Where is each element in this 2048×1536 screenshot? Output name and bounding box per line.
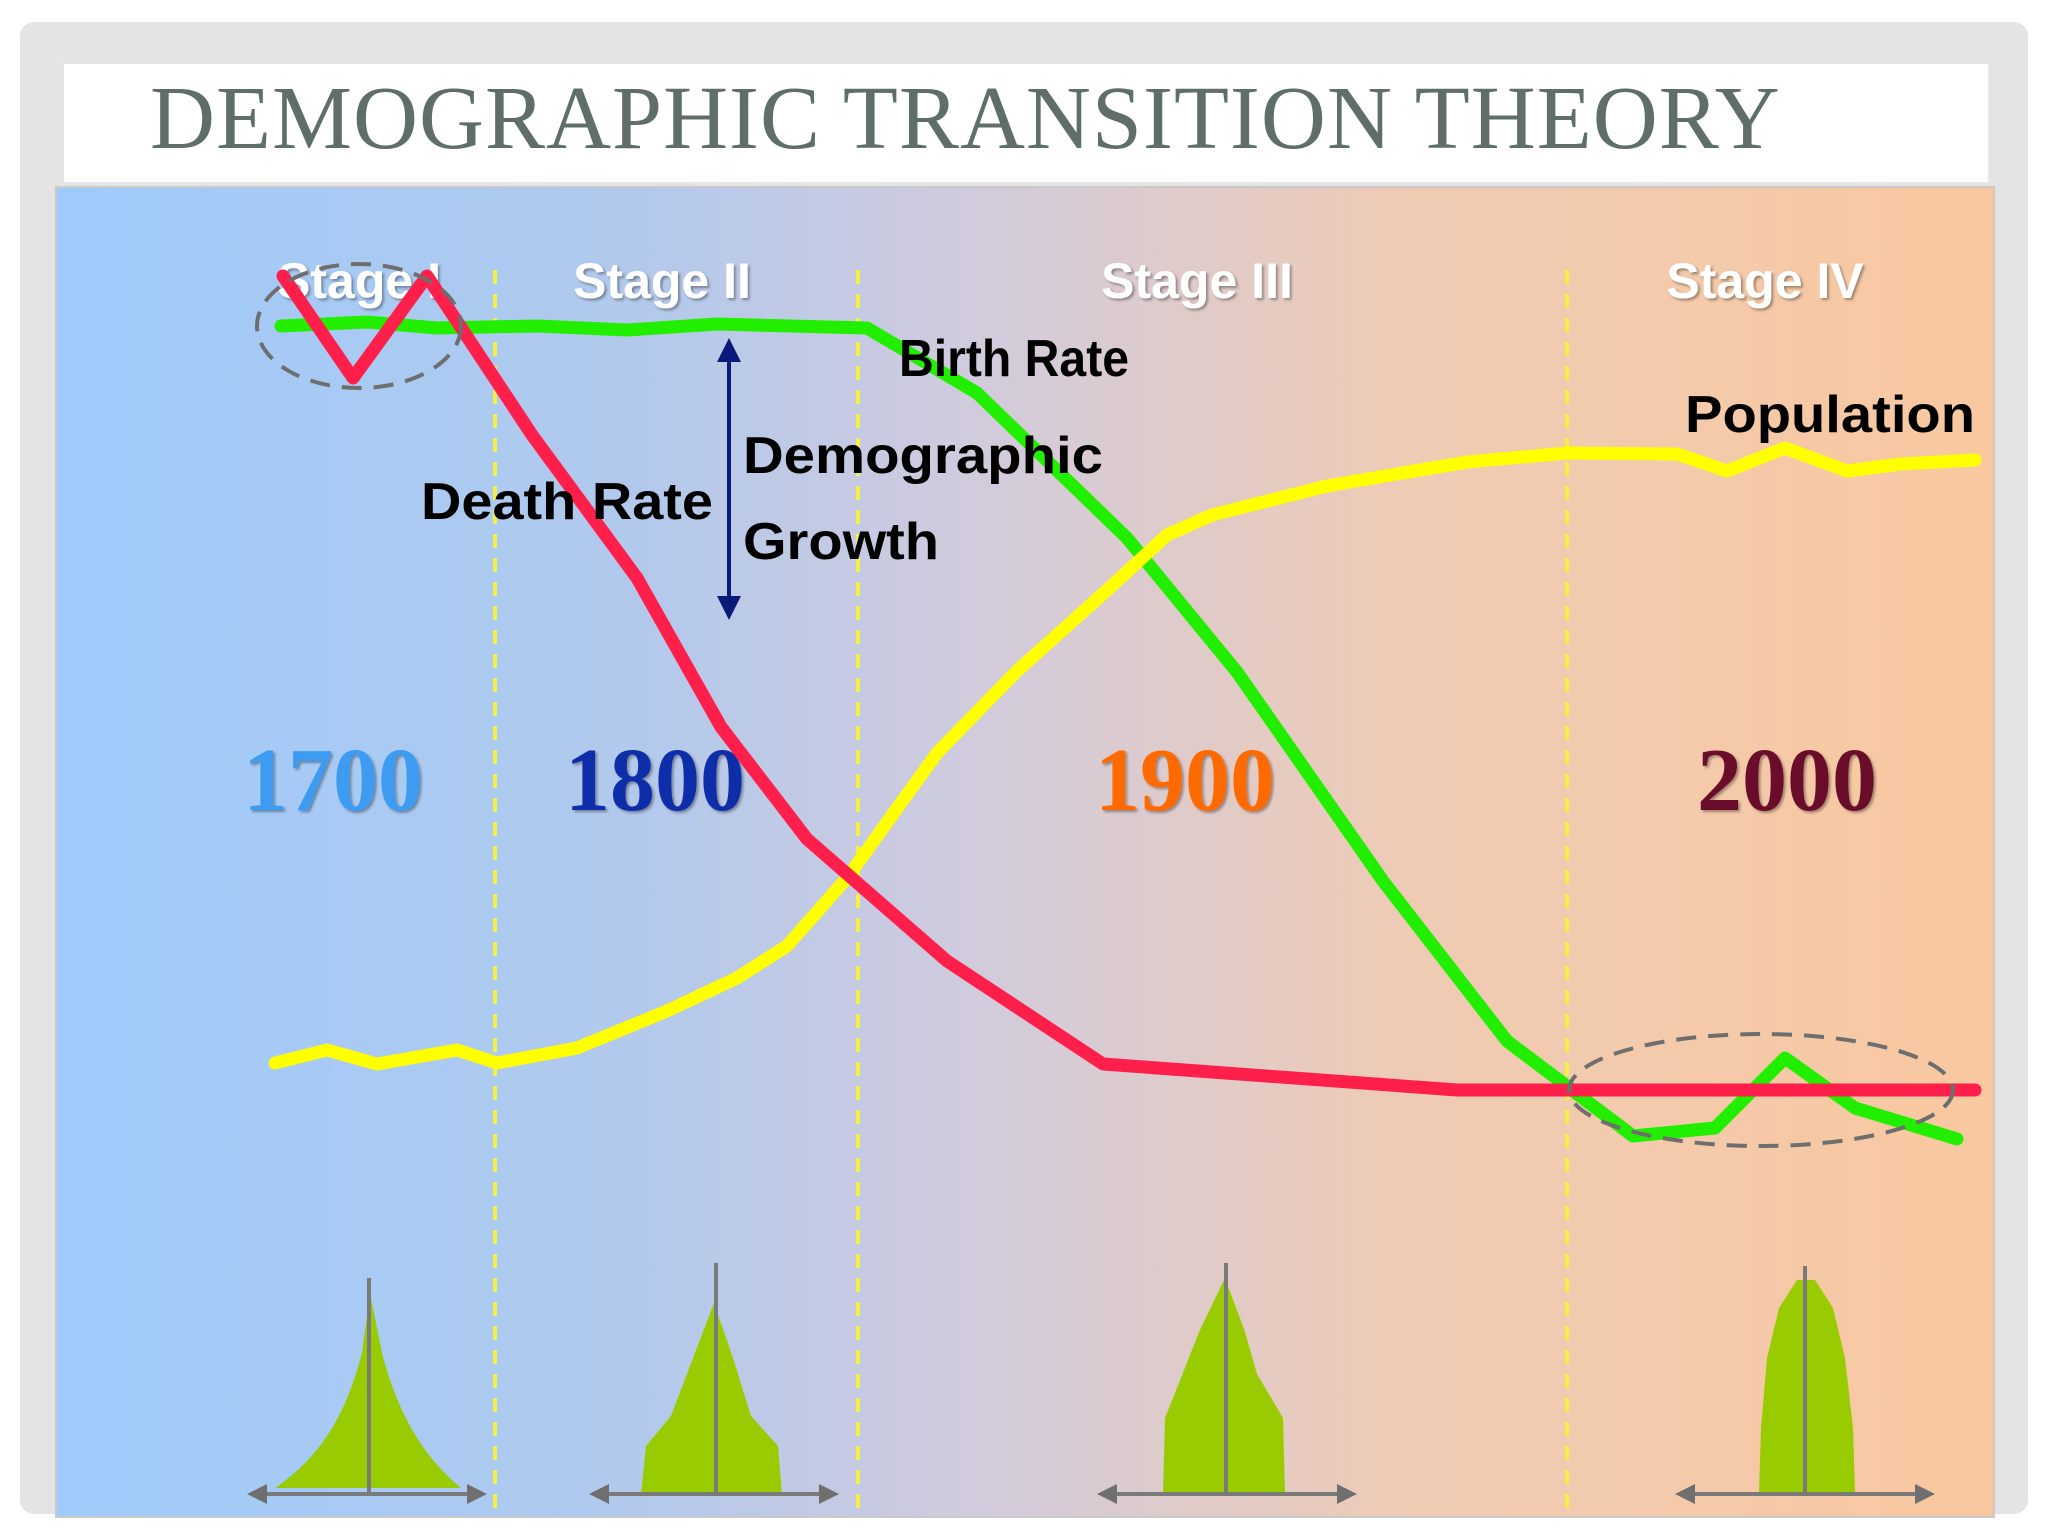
transition-diagram: Stage I Stage II Stage III Stage IV 1700…	[57, 188, 1993, 1516]
death-rate-label: Death Rate	[421, 473, 713, 531]
population-line	[268, 441, 1982, 1071]
year-1900: 1900	[1095, 731, 1275, 830]
dashed-ellipse-stage-iv	[1567, 1032, 1955, 1148]
age-pyramid-stage-iii	[1097, 1263, 1357, 1504]
age-pyramid-stage-i	[247, 1278, 487, 1504]
stage-label-ii: Stage II	[573, 253, 751, 309]
slide-title: DEMOGRAPHIC TRANSITION THEORY	[150, 69, 1781, 168]
growth-label-line2: Growth	[743, 513, 939, 571]
age-pyramid-stage-iv	[1675, 1266, 1935, 1504]
dashed-ellipse-stage-i	[255, 262, 463, 390]
year-2000: 2000	[1697, 731, 1877, 830]
gradient-background	[57, 188, 1993, 1516]
diagram-panel: Stage I Stage II Stage III Stage IV 1700…	[55, 186, 1995, 1518]
year-1700: 1700	[243, 731, 423, 830]
year-1800: 1800	[565, 731, 745, 830]
stage-dividers	[493, 270, 1569, 1516]
growth-label-line1: Demographic	[743, 427, 1103, 485]
title-band	[62, 62, 1990, 184]
stage-label-iv: Stage IV	[1666, 253, 1864, 309]
birth-rate-label: Birth Rate	[899, 330, 1129, 388]
death-rate-line	[276, 269, 1982, 1097]
population-label: Population	[1685, 386, 1975, 444]
birth-rate-line	[274, 315, 1964, 1146]
age-pyramid-stage-ii	[589, 1263, 839, 1504]
stage-label-iii: Stage III	[1101, 253, 1293, 309]
